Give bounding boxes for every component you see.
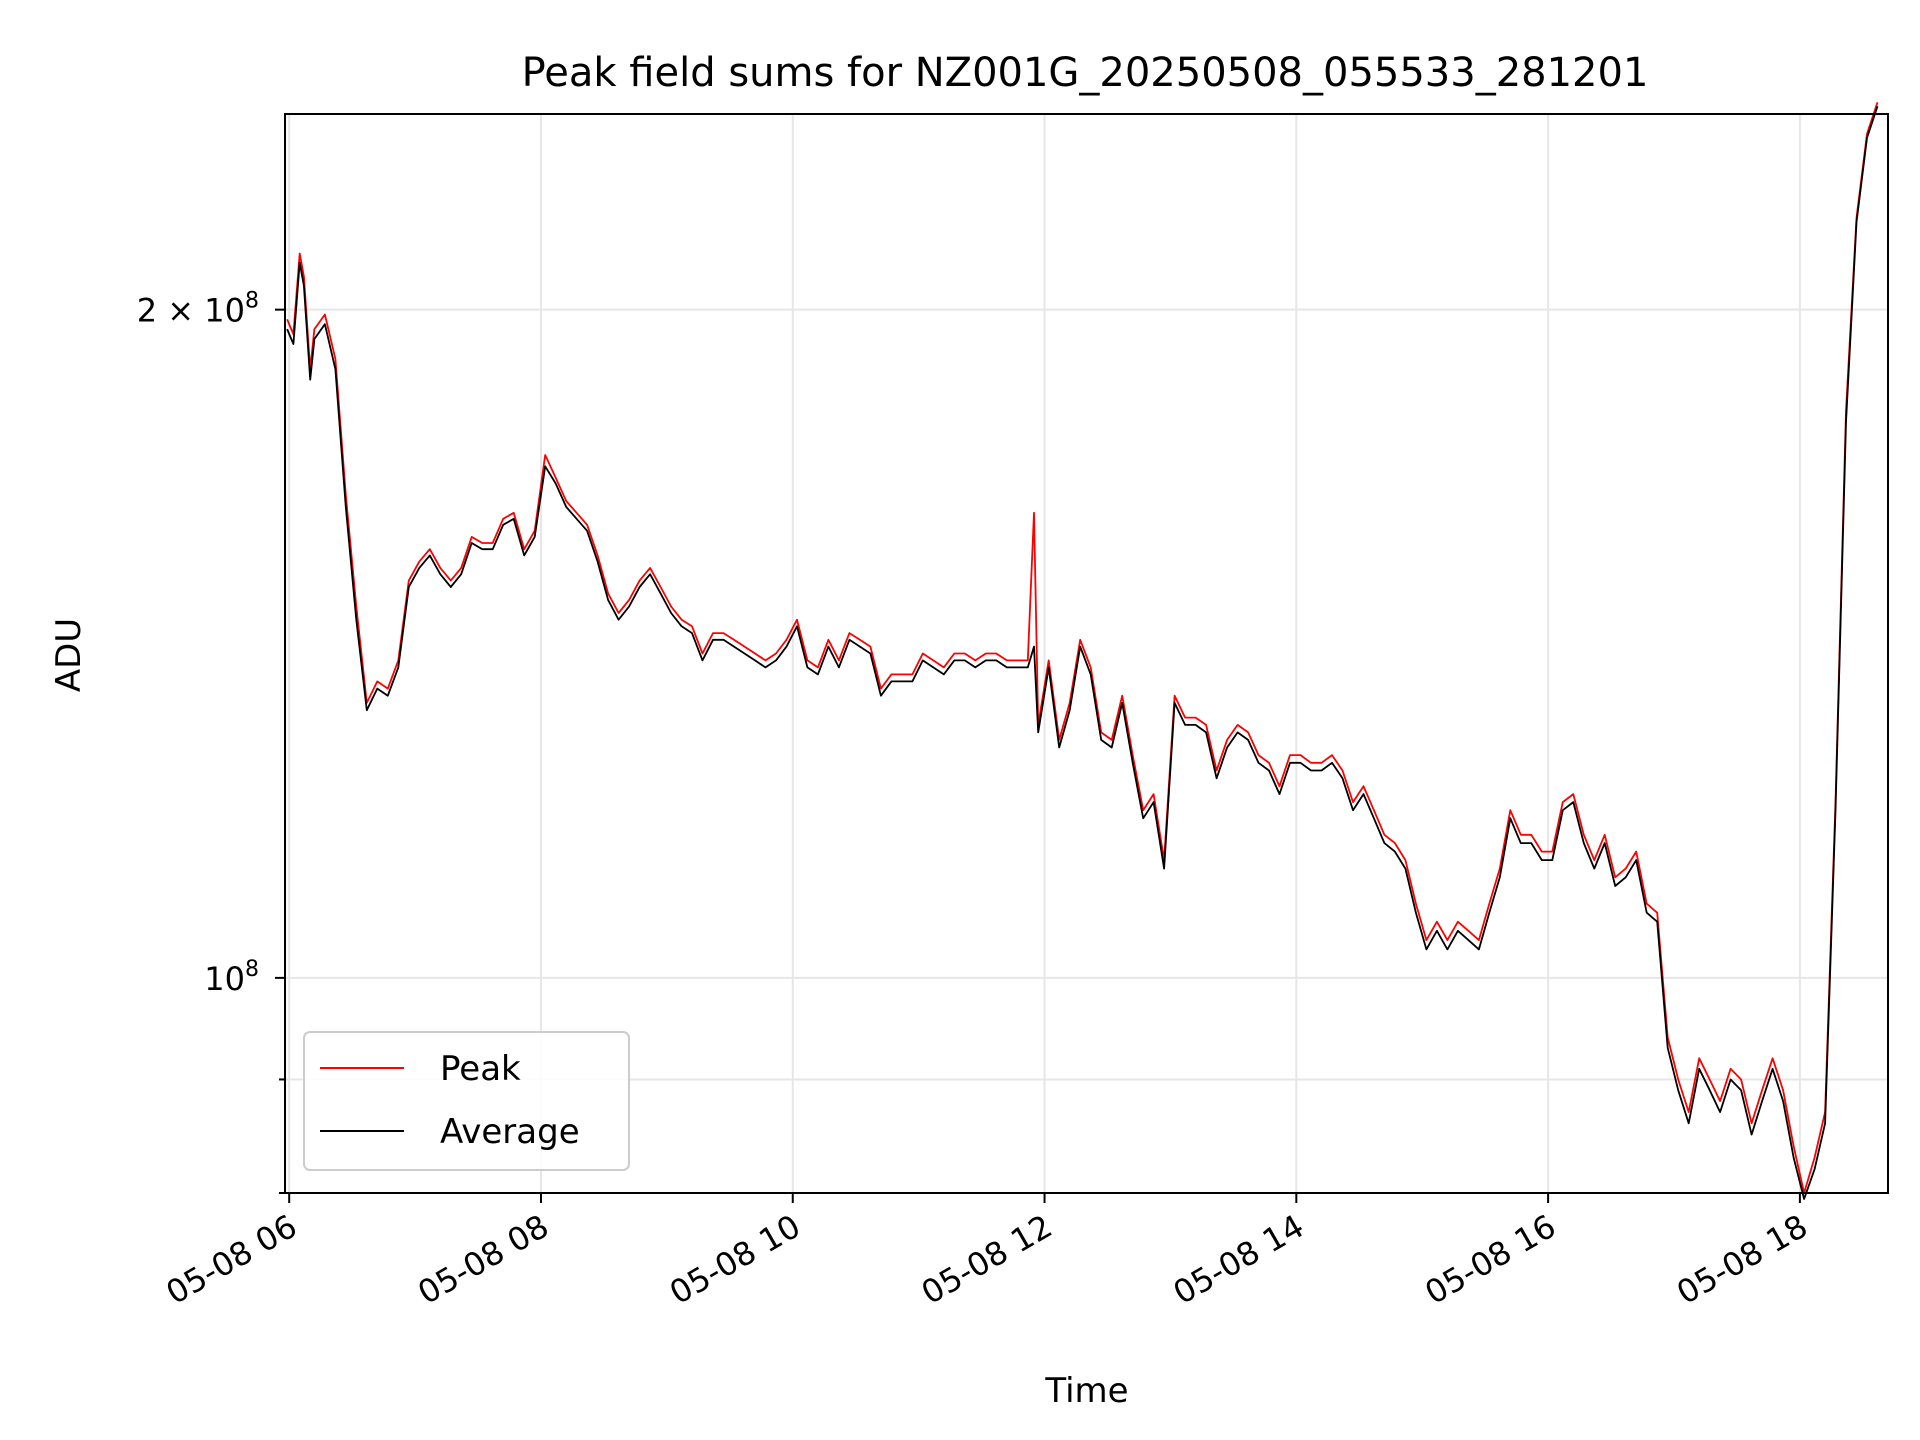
- y-tick-label-0: 2 × 108: [137, 289, 259, 330]
- series-layer: [286, 102, 1879, 1200]
- chart-title: Peak field sums for NZ001G_20250508_0555…: [522, 50, 1649, 96]
- legend: Peak Average: [303, 1031, 630, 1171]
- legend-label-peak: Peak: [440, 1049, 521, 1089]
- plot-frame: [284, 113, 1889, 1194]
- x-axis-label: Time: [1044, 1371, 1128, 1411]
- y-axis-label: ADU: [49, 618, 89, 692]
- legend-box: [303, 1031, 630, 1171]
- legend-label-average: Average: [440, 1112, 580, 1152]
- series-line-average: [286, 105, 1879, 1200]
- series-line-peak: [286, 102, 1879, 1194]
- y-axis: 2 × 108 108: [137, 289, 285, 1194]
- y-tick-label-1: 108: [204, 957, 259, 998]
